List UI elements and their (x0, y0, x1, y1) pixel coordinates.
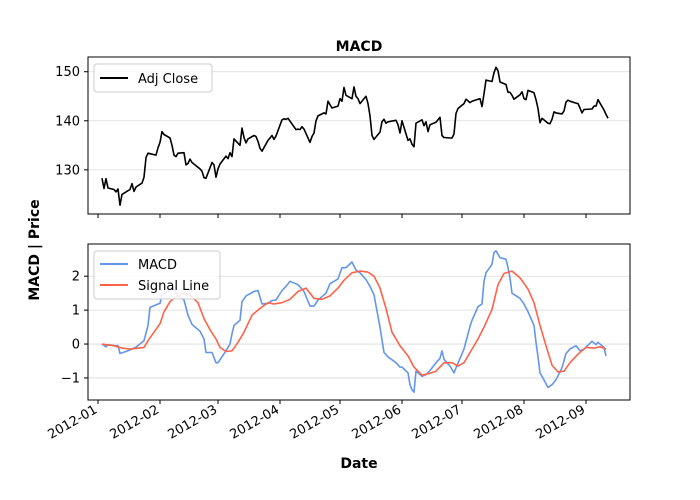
x-tick-label: 2012-05 (287, 402, 342, 442)
y-axis-label: MACD | Price (27, 199, 43, 300)
price-axes-frame (87, 56, 631, 215)
price-legend-box (93, 63, 213, 93)
x-tick-label: 2012-01 (45, 402, 100, 442)
x-tick-label: 2012-02 (107, 402, 162, 442)
x-tick-label: 2012-07 (409, 402, 464, 442)
macd-y-tick-label: 2 (72, 270, 80, 285)
price-series-lines (101, 66, 609, 206)
series-line-macd (101, 250, 607, 393)
macd-y-ticks: −1 0 1 2 (61, 270, 88, 386)
price-y-tick-label: 130 (55, 163, 80, 178)
price-y-tick-label: 140 (55, 114, 80, 129)
macd-legend: MACD Signal Line (93, 250, 221, 300)
price-y-ticks: 130 140 150 (55, 65, 88, 178)
price-y-tick-label: 150 (55, 65, 80, 80)
legend-label-macd: MACD (138, 258, 177, 273)
macd-axes-frame (87, 243, 631, 401)
legend-label-signal-line: Signal Line (138, 279, 209, 294)
legend-label-adj-close: Adj Close (138, 72, 198, 87)
x-tick-label: 2012-06 (349, 402, 404, 442)
macd-y-tick-label: 0 (72, 338, 80, 353)
macd-y-tick-label: −1 (61, 371, 80, 386)
x-tick-label: 2012-09 (533, 402, 588, 442)
x-ticks: 2012-01 2012-02 2012-03 2012-04 2012-05 2012-… (45, 214, 588, 443)
macd-y-tick-label: 1 (72, 304, 80, 319)
chart-title: MACD (336, 39, 383, 55)
x-tick-label: 2012-08 (471, 402, 526, 442)
series-line-adj-close (101, 66, 609, 206)
x-tick-label: 2012-04 (227, 402, 282, 442)
price-legend: Adj Close (93, 63, 213, 93)
x-tick-label: 2012-03 (165, 402, 220, 442)
x-axis-label: Date (340, 456, 377, 472)
